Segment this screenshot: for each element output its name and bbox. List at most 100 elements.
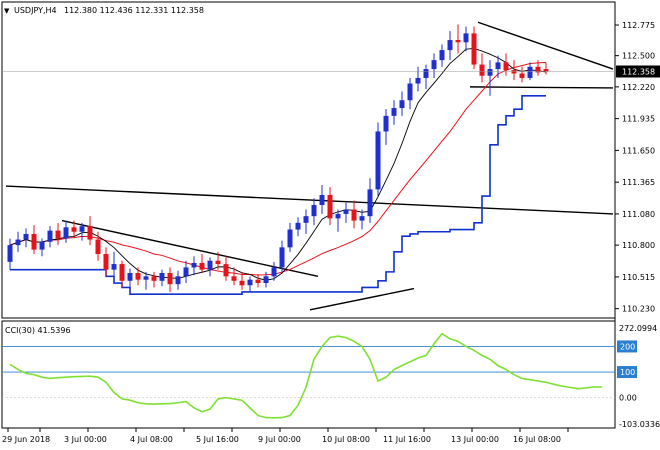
cci-tick-label: 100 [620,368,635,377]
bull-candle [367,189,373,217]
price-tick-label: 111.650 [622,146,655,155]
bull-candle [7,245,13,262]
bear-candle [119,264,125,281]
upper-triangle-line [477,21,614,70]
fast-ma-line [9,47,547,281]
bear-candle [543,69,549,72]
price-tick-label: 112.500 [622,52,655,61]
bull-candle [295,222,301,230]
bull-candle [391,108,397,116]
bear-candle [199,262,205,270]
cci-title: CCI(30) 41.5396 [5,326,71,335]
bear-candle [503,62,509,71]
cci-tick-label: 272.0994 [619,324,657,333]
bull-candle [287,229,293,248]
price-tick-label: 112.220 [622,83,655,92]
bear-candle [351,209,357,221]
cci-line [9,332,603,419]
price-tick-label: 112.775 [622,21,655,30]
price-tick-label: 110.515 [622,273,655,282]
price-panel [1,1,616,319]
bull-candle [431,60,437,70]
bear-candle [151,276,157,281]
current-price-label: 112.358 [622,67,655,76]
time-tick-label: 29 Jun 2018 [2,435,50,444]
bear-candle [231,276,237,281]
bull-candle [407,83,413,101]
trendlines-layer [5,21,614,311]
bull-candle [383,115,389,132]
bull-candle [271,267,277,277]
bull-candle [143,276,149,280]
bull-candle [159,272,165,281]
symbol-label: USDJPY,H4 [14,6,57,15]
bear-candle [455,40,461,43]
bull-candle [303,216,309,223]
time-tick-label: 9 Jul 00:00 [258,435,301,444]
bear-candle [55,230,61,239]
bear-candle [471,33,477,65]
bull-candle [487,69,493,76]
bear-candle [87,226,93,240]
bull-candle [63,227,69,239]
bear-candle [511,70,517,74]
time-tick-label: 4 Jul 08:00 [130,435,173,444]
cci-tick-label: 200 [620,342,635,351]
bear-candle [31,233,37,250]
bull-candle [311,205,317,217]
bull-candle [15,239,21,246]
bull-candle [183,267,189,277]
long-horizontal-line [5,185,614,215]
lower-triangle-line [469,86,614,89]
bear-candle [215,260,221,265]
bull-candle [359,216,365,221]
bear-candle [255,279,261,284]
cci-level-badge [617,366,637,379]
cci-tick-label: 0.00 [619,394,637,403]
time-tick-label: 11 Jul 16:00 [383,435,431,444]
bull-candle [127,272,133,281]
dropdown-arrow-icon[interactable]: ▼ [4,7,10,15]
time-axis: 29 Jun 2018 3 Jul 00:00 4 Jul 08:00 5 Jul 1… [2,428,569,444]
bull-candle [415,77,421,84]
bull-candle [191,262,197,268]
bear-candle [479,64,485,76]
bull-candle [335,213,341,219]
price-tick-label: 111.080 [622,210,655,219]
price-tick-label: 111.935 [622,115,655,124]
bull-candle [399,100,405,109]
price-tick-label: 110.230 [622,305,655,314]
bear-candle [519,73,525,78]
current-price-badge [616,65,660,78]
early-downtrend-line [61,219,319,278]
bull-candle [375,131,381,190]
bull-candle [207,260,213,270]
bull-candle [343,209,349,214]
cci-panel [1,320,616,429]
price-tick-label: 110.800 [622,241,655,250]
bull-candle [263,276,269,284]
cci-level-badge [617,340,637,353]
price-tick-label: 111.365 [622,178,655,187]
bear-candle [167,272,173,285]
bull-candle [447,40,453,51]
bull-candle [495,62,501,70]
cci-layer: 272.0994 200 100 0.00 -103.0336 [2,324,660,429]
bear-candle [535,66,541,73]
bull-candle [527,66,533,78]
bear-candle [103,254,109,270]
bear-candle [223,264,229,277]
time-tick-label: 3 Jul 00:00 [64,435,107,444]
bear-candle [135,272,141,280]
bull-candle [175,276,181,285]
price-axis: 112.775 112.500 112.220 111.935 111.650 111.3… [2,21,660,314]
bull-candle [39,241,45,250]
bear-candle [71,227,77,232]
bull-candle [279,247,285,268]
bull-candle [439,50,445,61]
time-tick-label: 5 Jul 16:00 [196,435,239,444]
bull-candle [247,279,253,286]
time-tick-label: 10 Jul 08:00 [322,435,370,444]
bull-candle [23,233,29,240]
candles-layer [7,24,549,295]
